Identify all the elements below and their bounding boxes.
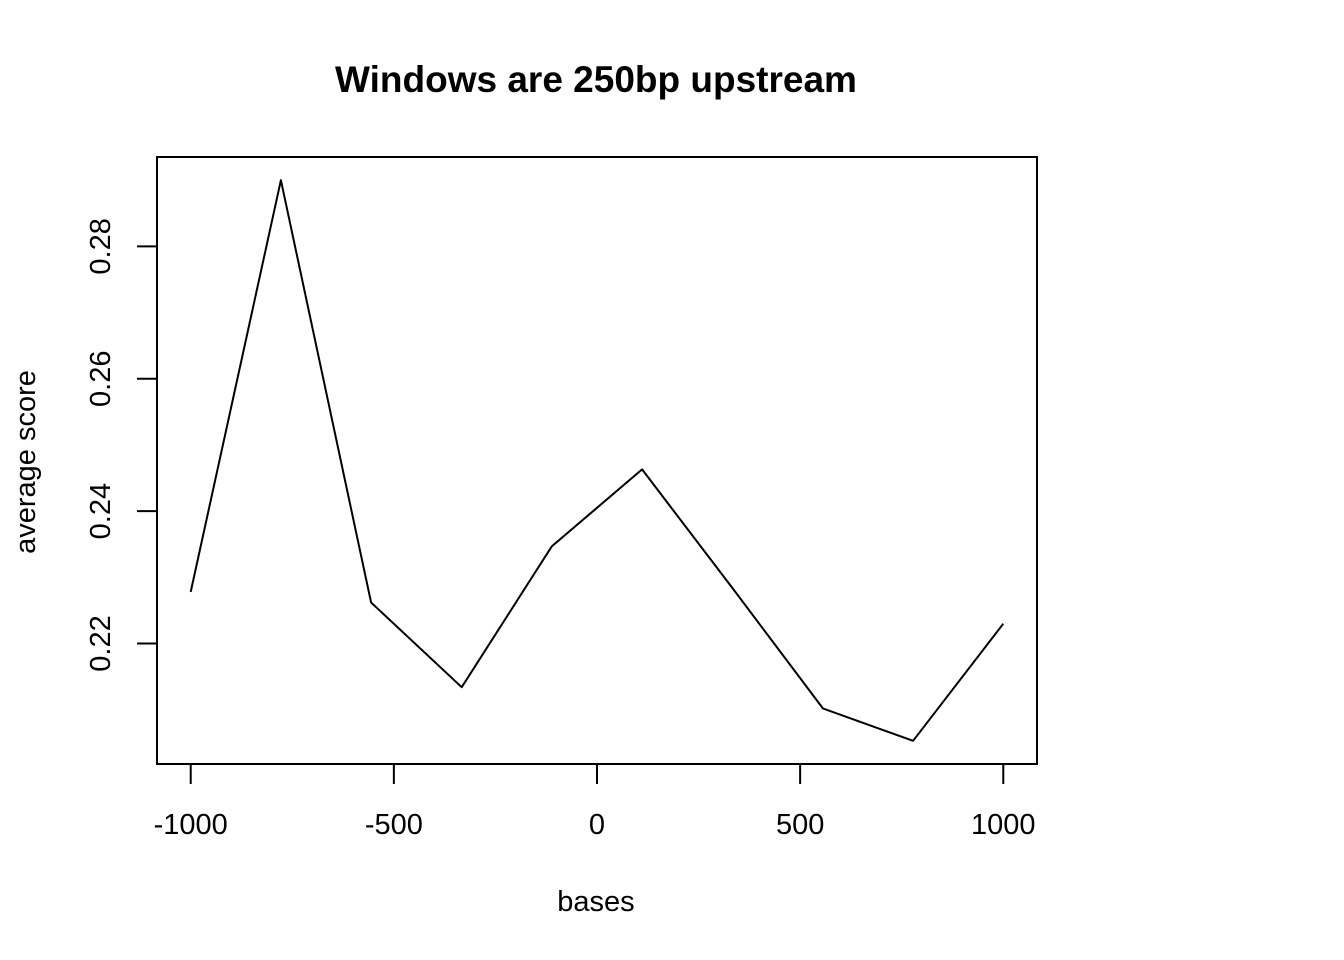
x-tick-label: 500 <box>776 809 824 841</box>
series-layer <box>189 179 1005 742</box>
x-axis: -1000 -500 0 500 1000 <box>154 763 1036 841</box>
y-tick-label: 0.26 <box>85 351 117 407</box>
y-axis: 0.22 0.24 0.26 0.28 <box>85 218 158 672</box>
x-tick-label: -500 <box>365 809 423 841</box>
y-axis-label: average score <box>10 370 42 554</box>
x-axis-label: bases <box>557 886 634 918</box>
x-tick-label: 0 <box>589 809 605 841</box>
series-line <box>189 179 1005 742</box>
y-tick-label: 0.22 <box>85 615 117 671</box>
x-tick-label: 1000 <box>971 809 1036 841</box>
plot-frame <box>156 156 1038 765</box>
y-tick-label: 0.28 <box>85 218 117 274</box>
x-tick-label: -1000 <box>154 809 228 841</box>
chart-title: Windows are 250bp upstream <box>335 59 857 100</box>
y-tick-label: 0.24 <box>85 483 117 539</box>
